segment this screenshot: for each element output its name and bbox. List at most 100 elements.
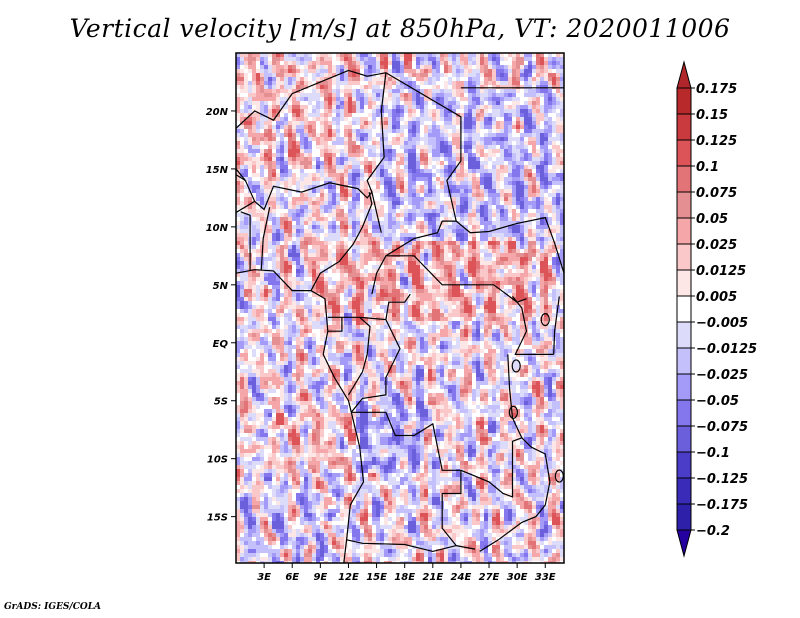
field-cell [480, 65, 484, 69]
field-cell [296, 285, 300, 289]
field-cell [304, 53, 308, 57]
field-cell [248, 117, 252, 121]
field-cell [244, 169, 248, 173]
field-cell [316, 93, 320, 97]
field-cell [372, 249, 376, 253]
field-cell [440, 237, 444, 241]
field-cell [236, 161, 240, 165]
field-cell [248, 145, 252, 149]
field-cell [276, 257, 280, 261]
field-cell [428, 213, 432, 217]
field-cell [336, 237, 340, 241]
field-cell [456, 309, 460, 313]
field-cell [312, 241, 316, 245]
field-cell [324, 181, 328, 185]
field-cell [428, 241, 432, 245]
field-cell [496, 109, 500, 113]
field-cell [404, 121, 408, 125]
field-cell [456, 257, 460, 261]
field-cell [272, 205, 276, 209]
field-cell [504, 281, 508, 285]
field-cell [368, 277, 372, 281]
field-cell [312, 257, 316, 261]
field-cell [388, 313, 392, 317]
field-cell [420, 321, 424, 325]
field-cell [484, 321, 488, 325]
field-cell [556, 97, 560, 101]
field-cell [276, 173, 280, 177]
field-cell [276, 121, 280, 125]
field-cell [272, 253, 276, 257]
field-cell [264, 165, 268, 169]
field-cell [524, 57, 528, 61]
field-cell [552, 169, 556, 173]
field-cell [352, 309, 356, 313]
field-cell [444, 221, 448, 225]
field-cell [408, 269, 412, 273]
field-cell [548, 281, 552, 285]
field-cell [460, 225, 464, 229]
field-cell [280, 269, 284, 273]
field-cell [292, 229, 296, 233]
field-cell [468, 193, 472, 197]
field-cell [540, 109, 544, 113]
field-cell [364, 241, 368, 245]
field-cell [324, 137, 328, 141]
field-cell [356, 313, 360, 317]
field-cell [420, 309, 424, 313]
field-cell [516, 265, 520, 269]
field-cell [528, 89, 532, 93]
field-cell [556, 65, 560, 69]
field-cell [352, 197, 356, 201]
field-cell [480, 297, 484, 301]
field-cell [556, 245, 560, 249]
field-cell [356, 53, 360, 57]
field-cell [448, 293, 452, 297]
field-cell [388, 221, 392, 225]
field-cell [252, 189, 256, 193]
field-cell [276, 149, 280, 153]
field-cell [536, 113, 540, 117]
field-cell [352, 149, 356, 153]
field-cell [456, 321, 460, 325]
field-cell [396, 289, 400, 293]
field-cell [524, 201, 528, 205]
field-cell [308, 121, 312, 125]
field-cell [236, 225, 240, 229]
field-cell [408, 245, 412, 249]
field-cell [504, 257, 508, 261]
field-cell [468, 233, 472, 237]
field-cell [240, 145, 244, 149]
field-cell [288, 185, 292, 189]
field-cell [352, 237, 356, 241]
field-cell [276, 217, 280, 221]
field-cell [332, 109, 336, 113]
field-cell [496, 301, 500, 305]
field-cell [248, 205, 252, 209]
field-cell [436, 65, 440, 69]
field-cell [452, 61, 456, 65]
field-cell [340, 273, 344, 277]
field-cell [392, 209, 396, 213]
field-cell [524, 293, 528, 297]
field-cell [356, 165, 360, 169]
field-cell [532, 261, 536, 265]
field-cell [336, 177, 340, 181]
field-cell [440, 89, 444, 93]
field-cell [372, 265, 376, 269]
field-cell [272, 229, 276, 233]
field-cell [392, 185, 396, 189]
field-cell [452, 249, 456, 253]
field-cell [500, 169, 504, 173]
field-cell [256, 121, 260, 125]
field-cell [340, 113, 344, 117]
field-cell [336, 233, 340, 237]
field-cell [496, 213, 500, 217]
field-cell [544, 301, 548, 305]
field-cell [436, 237, 440, 241]
field-cell [500, 85, 504, 89]
field-cell [252, 237, 256, 241]
field-cell [476, 281, 480, 285]
field-cell [236, 313, 240, 317]
field-cell [280, 169, 284, 173]
